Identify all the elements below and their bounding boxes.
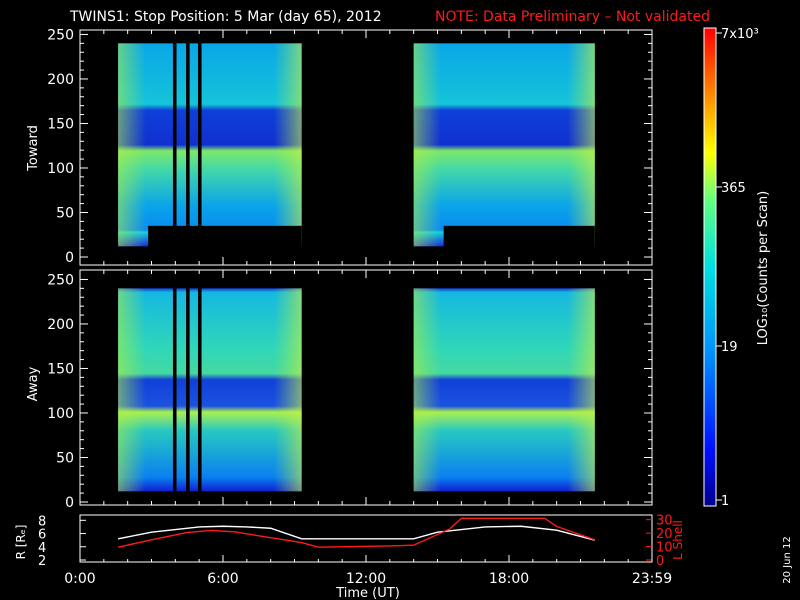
colorbar-tick-label: 365 — [721, 181, 746, 196]
orbit-right-ylabel: L Shell — [671, 520, 685, 560]
away-ylabel: Away — [26, 366, 41, 401]
colorbar-tick-label: 19 — [721, 340, 738, 355]
x-tick-label: 6:00 — [207, 571, 238, 587]
y-tick-label: 8 — [38, 514, 46, 529]
y-tick-label: 200 — [47, 72, 74, 88]
data-gap — [186, 283, 190, 498]
y-tick-label: 150 — [47, 361, 74, 377]
data-gap — [197, 283, 202, 498]
x-tick-label: 18:00 — [489, 571, 529, 587]
data-block-edge-glow — [118, 288, 302, 492]
preliminary-note: NOTE: Data Preliminary – Not validated — [435, 9, 710, 25]
l-shell-line — [117, 517, 596, 548]
data-block-edge-glow — [118, 43, 302, 247]
right-y-tick-label: 0 — [656, 554, 664, 569]
low-count-region — [148, 225, 302, 257]
low-count-region — [443, 225, 595, 257]
colorbar — [703, 27, 717, 507]
data-gap — [172, 283, 177, 498]
colorbar-tick-label: 7x10³ — [721, 27, 759, 42]
y-tick-label: 2 — [38, 554, 46, 569]
y-tick-label: 200 — [47, 317, 74, 333]
y-tick-label: 0 — [65, 495, 74, 511]
radius-line — [117, 525, 595, 541]
y-tick-label: 6 — [38, 528, 46, 543]
y-tick-label: 50 — [56, 205, 74, 221]
x-tick-label: 23:59 — [632, 571, 672, 587]
right-y-tick-label: 20 — [656, 527, 673, 542]
y-tick-label: 250 — [47, 27, 74, 43]
right-y-tick-label: 30 — [656, 514, 673, 529]
toward-ylabel: Toward — [26, 125, 41, 172]
y-tick-label: 50 — [56, 450, 74, 466]
y-tick-label: 150 — [47, 116, 74, 132]
toward-panel: 0 50 100 150 200 250 — [47, 27, 653, 266]
colorbar-tick-label: 1 — [721, 494, 729, 509]
y-tick-label: 250 — [47, 272, 74, 288]
x-tick-label: 0:00 — [64, 571, 95, 587]
data-gap — [197, 38, 202, 253]
y-tick-label: 0 — [65, 250, 74, 266]
colorbar-ticks: 7x10³ 365 19 1 — [716, 27, 759, 509]
right-y-tick-label: 10 — [656, 541, 673, 556]
y-tick-label: 100 — [47, 406, 74, 422]
data-block-edge-glow — [413, 43, 595, 247]
date-stamp: 20 Jun 12 — [782, 536, 793, 583]
orbit-left-ylabel: R [Rₑ] — [14, 525, 28, 560]
data-gap — [172, 38, 177, 253]
x-tick-label: 12:00 — [346, 571, 386, 587]
y-tick-label: 4 — [38, 541, 46, 556]
data-gap — [186, 38, 190, 253]
colorbar-label: LOG₁₀(Counts per Scan) — [756, 191, 771, 346]
figure-title: TWINS1: Stop Position: 5 Mar (day 65), 2… — [69, 9, 382, 25]
data-block-edge-glow — [413, 288, 595, 492]
y-tick-label: 100 — [47, 161, 74, 177]
away-panel: 0 50 100 150 200 250 — [47, 269, 653, 511]
time-axis-label: Time (UT) — [335, 586, 400, 600]
